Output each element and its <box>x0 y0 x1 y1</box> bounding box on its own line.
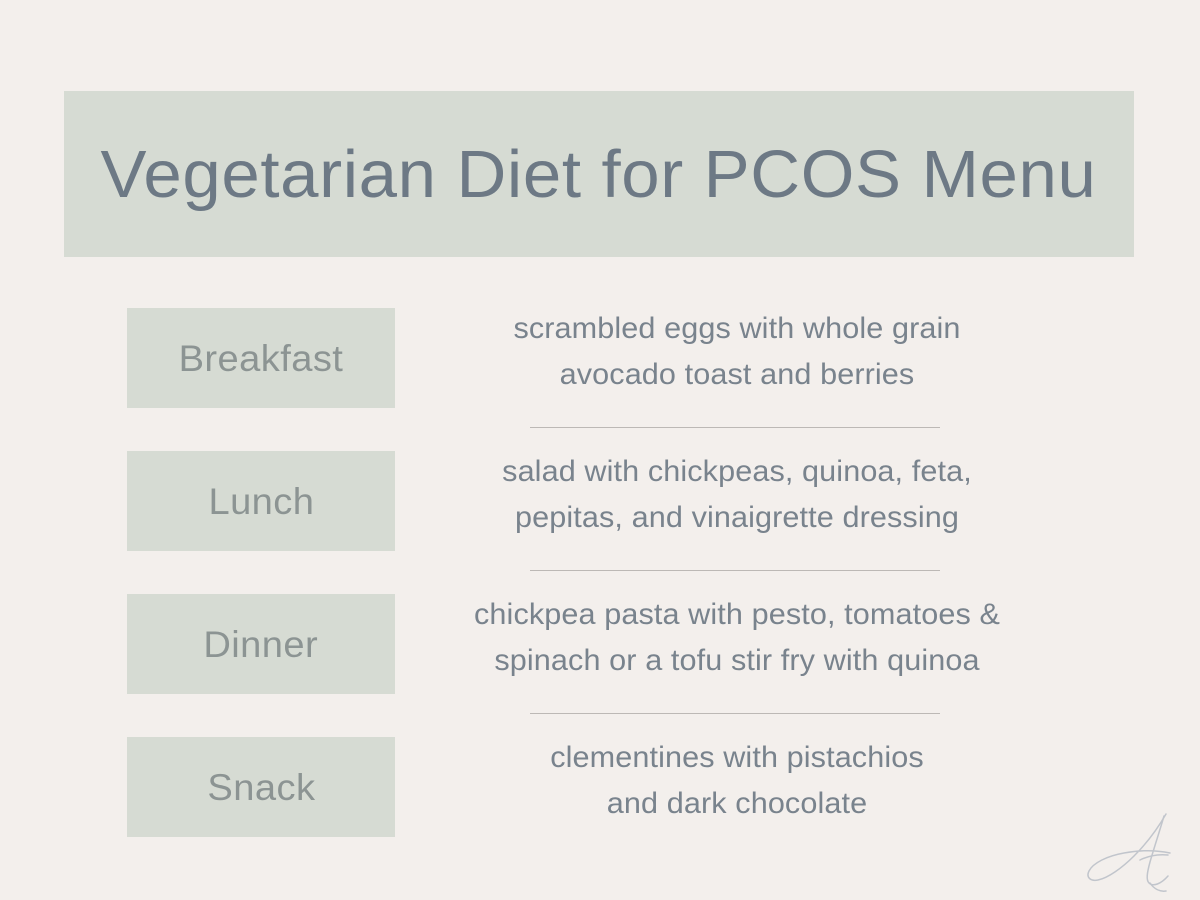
meal-description: chickpea pasta with pesto, tomatoes & spi… <box>430 592 1044 683</box>
menu-row: Dinner chickpea pasta with pesto, tomatoe… <box>0 582 1200 725</box>
menu-row: Lunch salad with chickpeas, quinoa, feta,… <box>0 439 1200 582</box>
meal-label-box-dinner: Dinner <box>127 594 395 694</box>
meal-description: scrambled eggs with whole grain avocado t… <box>430 306 1044 397</box>
meal-label-box-breakfast: Breakfast <box>127 308 395 408</box>
page-title: Vegetarian Diet for PCOS Menu <box>100 136 1098 212</box>
row-divider <box>530 570 940 571</box>
meal-description-line: clementines with pistachios <box>550 741 924 774</box>
row-divider <box>530 427 940 428</box>
meal-label-box-lunch: Lunch <box>127 451 395 551</box>
row-divider <box>530 713 940 714</box>
meal-label: Breakfast <box>178 337 344 379</box>
meal-label: Dinner <box>203 623 319 665</box>
meal-label: Snack <box>207 766 315 808</box>
meal-description: clementines with pistachios and dark choc… <box>430 735 1044 826</box>
meal-description-line: spinach or a tofu stir fry with quinoa <box>494 643 980 677</box>
header-band: Vegetarian Diet for PCOS Menu <box>64 91 1134 257</box>
meal-description: salad with chickpeas, quinoa, feta, pepit… <box>430 449 1044 540</box>
meal-description-line: scrambled eggs with whole grain <box>513 312 961 345</box>
meal-description-line: chickpea pasta with pesto, tomatoes & <box>474 598 1000 631</box>
meal-label-box-snack: Snack <box>127 737 395 837</box>
menu-list: Breakfast scrambled eggs with whole grain… <box>0 296 1200 868</box>
meal-description-line: pepitas, and vinaigrette dressing <box>515 500 959 534</box>
menu-row: Snack clementines with pistachios and dark… <box>0 725 1200 868</box>
meal-description-line: avocado toast and berries <box>559 357 915 391</box>
meal-label: Lunch <box>208 480 314 522</box>
meal-description-line: and dark chocolate <box>606 786 868 820</box>
menu-row: Breakfast scrambled eggs with whole grain… <box>0 296 1200 439</box>
meal-description-line: salad with chickpeas, quinoa, feta, <box>502 455 972 488</box>
